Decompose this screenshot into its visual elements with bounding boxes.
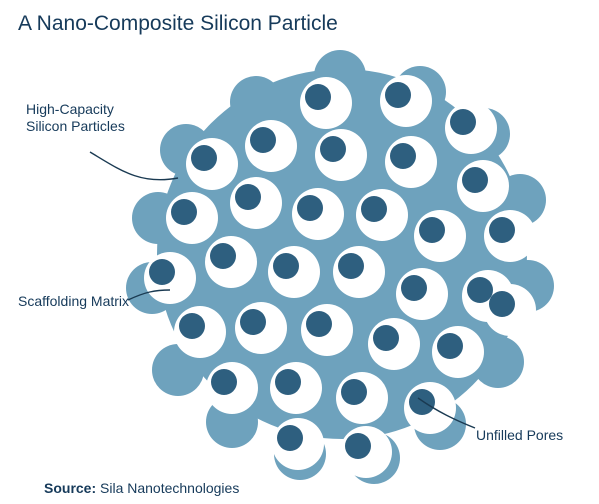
label-high-capacity-line1: High-Capacity xyxy=(26,101,114,117)
silicon-particle xyxy=(179,313,205,339)
silicon-particle xyxy=(341,379,367,405)
silicon-particle xyxy=(345,433,371,459)
source-line: Source: Sila Nanotechnologies xyxy=(44,480,239,496)
silicon-particle xyxy=(385,82,411,108)
silicon-particle xyxy=(306,311,332,337)
source-value: Sila Nanotechnologies xyxy=(100,480,239,496)
silicon-particle xyxy=(211,369,237,395)
silicon-particle xyxy=(361,196,387,222)
silicon-particle xyxy=(275,369,301,395)
silicon-particle xyxy=(450,109,476,135)
silicon-particle xyxy=(437,333,463,359)
silicon-particle xyxy=(409,389,435,415)
silicon-particle xyxy=(467,277,493,303)
label-unfilled-pores: Unfilled Pores xyxy=(476,427,563,443)
silicon-particle xyxy=(320,136,346,162)
silicon-particle xyxy=(250,127,276,153)
silicon-particle xyxy=(171,199,197,225)
silicon-particle xyxy=(210,243,236,269)
particle-diagram: High-Capacity Silicon Particles Scaffold… xyxy=(0,0,599,504)
label-scaffolding-matrix: Scaffolding Matrix xyxy=(18,293,129,309)
silicon-particle xyxy=(401,275,427,301)
silicon-particle xyxy=(273,253,299,279)
silicon-particle xyxy=(240,309,266,335)
silicon-particle xyxy=(489,217,515,243)
silicon-particle xyxy=(419,217,445,243)
silicon-particle xyxy=(149,259,175,285)
silicon-particle xyxy=(235,184,261,210)
silicon-particle xyxy=(390,143,416,169)
silicon-particle xyxy=(191,145,217,171)
silicon-particle xyxy=(277,425,303,451)
silicon-particle xyxy=(489,291,515,317)
silicon-particle xyxy=(338,253,364,279)
silicon-particle xyxy=(297,195,323,221)
silicon-particle xyxy=(373,325,399,351)
silicon-particle xyxy=(305,84,331,110)
source-label: Source: xyxy=(44,480,96,496)
silicon-particle xyxy=(462,167,488,193)
label-high-capacity-line2: Silicon Particles xyxy=(26,118,125,134)
